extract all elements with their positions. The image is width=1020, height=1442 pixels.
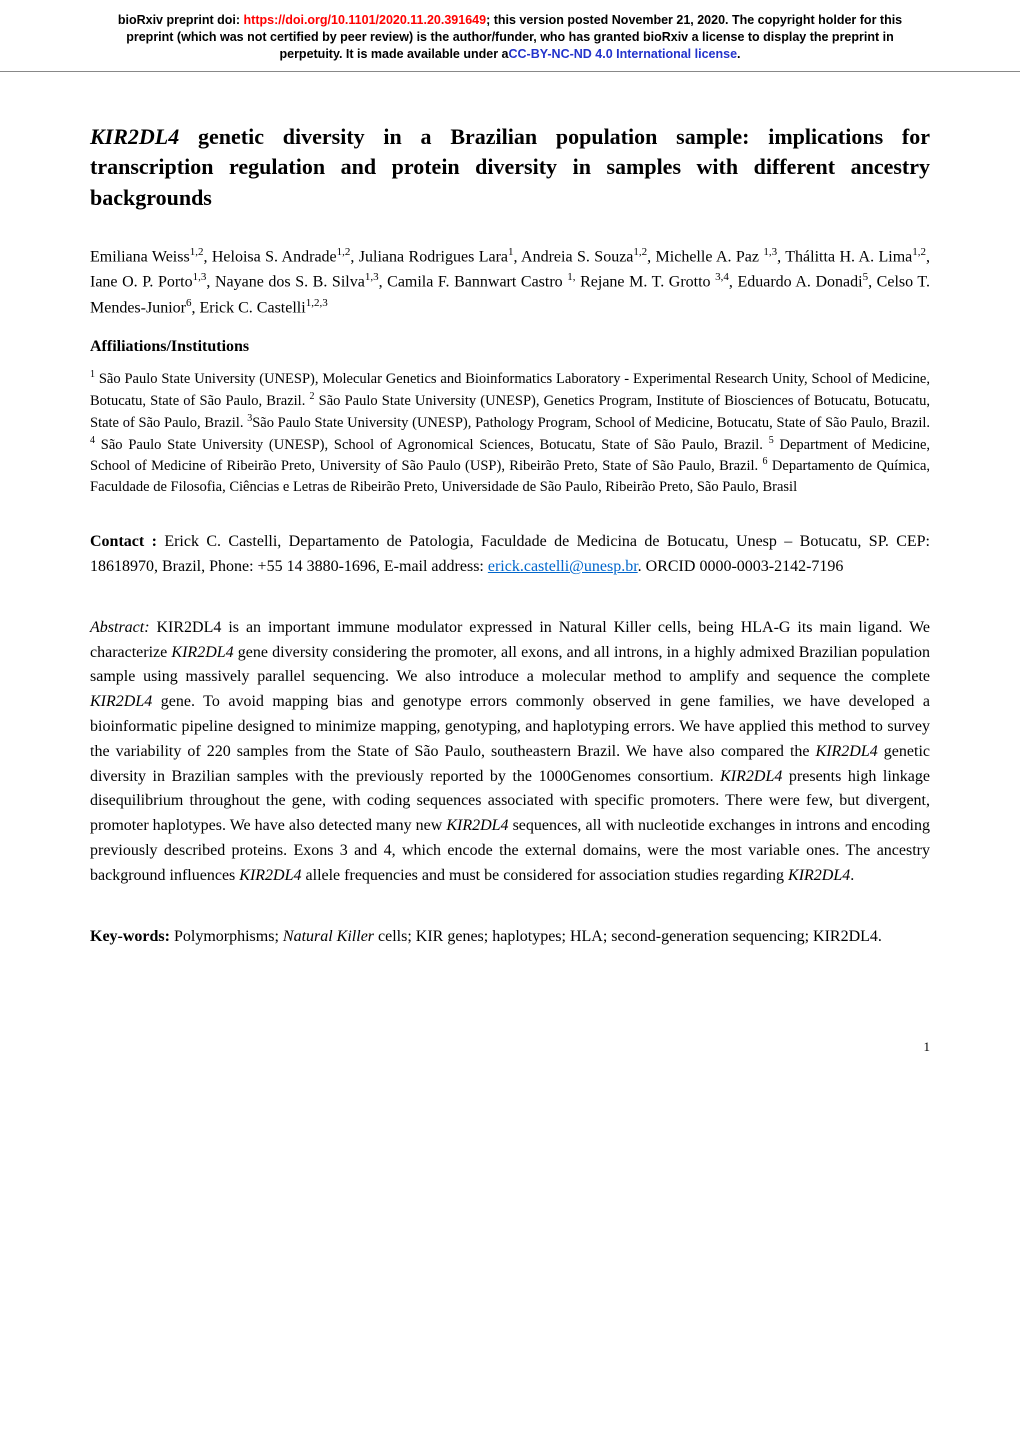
abstract-body: KIR2DL4 is an important immune modulator… [90,619,930,884]
doi-link[interactable]: https://doi.org/10.1101/2020.11.20.39164… [244,13,487,27]
paper-title: KIR2DL4 genetic diversity in a Brazilian… [90,122,930,214]
keywords-block: Key-words: Polymorphisms; Natural Killer… [90,925,930,950]
contact-block: Contact : Erick C. Castelli, Departament… [90,530,930,580]
banner-line2: preprint (which was not certified by pee… [126,30,894,44]
affiliations-heading: Affiliations/Institutions [90,338,930,356]
license-link[interactable]: CC-BY-NC-ND 4.0 International license [509,47,738,61]
page-number: 1 [0,1039,1020,1075]
title-gene: KIR2DL4 [90,124,179,149]
title-rest: genetic diversity in a Brazilian populat… [90,124,930,211]
abstract-label: Abstract: [90,619,150,636]
affiliations-text: 1 São Paulo State University (UNESP), Mo… [90,368,930,498]
banner-line3-prefix: perpetuity. It is made available under a [279,47,508,61]
authors-list: Emiliana Weiss1,2, Heloisa S. Andrade1,2… [90,244,930,320]
banner-text-mid: ; this version posted November 21, 2020.… [486,13,902,27]
banner-line3-suffix: . [737,47,740,61]
preprint-banner: bioRxiv preprint doi: https://doi.org/10… [0,0,1020,72]
contact-label: Contact : [90,533,164,550]
page-content: KIR2DL4 genetic diversity in a Brazilian… [0,72,1020,1040]
banner-text-prefix: bioRxiv preprint doi: [118,13,244,27]
keywords-label: Key-words: [90,928,170,945]
contact-email-link[interactable]: erick.castelli@unesp.br [488,558,638,575]
contact-text-after: . ORCID 0000-0003-2142-7196 [638,558,844,575]
abstract-block: Abstract: KIR2DL4 is an important immune… [90,616,930,889]
keywords-body: Polymorphisms; Natural Killer cells; KIR… [170,928,882,945]
